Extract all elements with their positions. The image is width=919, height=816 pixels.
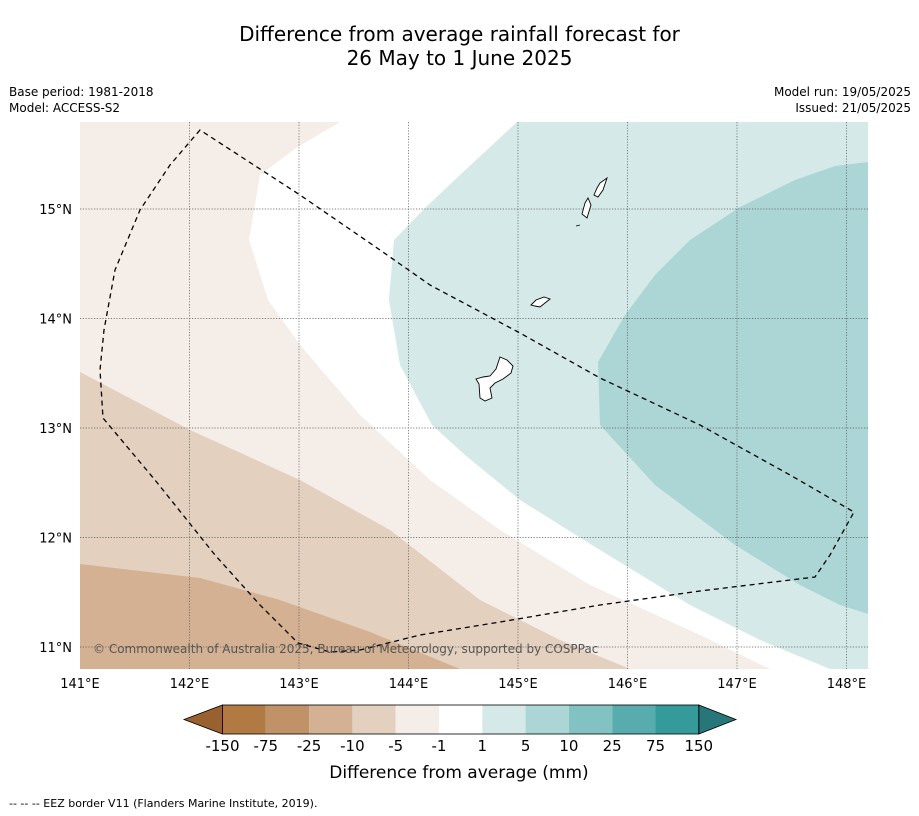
longitude-tick-label: 142°E <box>170 677 210 692</box>
band-minus-10-to-minus-25 <box>80 564 460 669</box>
colorbar-frame <box>222 704 700 735</box>
longitude-tick-label: 144°E <box>389 677 429 692</box>
colorbar-tick-label: 10 <box>559 737 578 755</box>
band-5-to-10 <box>598 162 868 614</box>
latitude-tick-label: 15°N <box>39 203 72 218</box>
colorbar <box>182 704 738 735</box>
longitude-tick-label: 145°E <box>498 677 538 692</box>
title-line-1: Difference from average rainfall forecas… <box>239 22 680 46</box>
colorbar-swatch <box>309 705 353 734</box>
model-text: Model: ACCESS-S2 <box>9 101 121 115</box>
colorbar-tick-label: -10 <box>340 737 365 755</box>
colorbar-tick-label: 1 <box>478 737 488 755</box>
issued-text: Issued: 21/05/2025 <box>795 101 911 115</box>
colorbar-swatch <box>439 705 483 734</box>
eez-border <box>99 129 855 653</box>
longitude-tick-label: 143°E <box>279 677 319 692</box>
colorbar-tick-label: 150 <box>684 737 713 755</box>
metadata-left: Base period: 1981-2018 Model: ACCESS-S2 <box>9 84 154 116</box>
colorbar-tick-label: -150 <box>205 737 239 755</box>
longitude-tick-label: 141°E <box>60 677 100 692</box>
longitude-tick-label: 146°E <box>608 677 648 692</box>
latitude-tick-label: 14°N <box>39 313 72 328</box>
map-area: © Commonwealth of Australia 2025, Bureau… <box>80 122 868 669</box>
colorbar-swatch <box>612 705 656 734</box>
model-run-text: Model run: 19/05/2025 <box>773 85 911 99</box>
colorbar-swatch <box>525 705 569 734</box>
colorbar-tick-label: -5 <box>388 737 403 755</box>
chart-title: Difference from average rainfall forecas… <box>0 22 919 70</box>
colorbar-extend-high <box>698 704 738 735</box>
colorbar-swatch <box>655 705 699 734</box>
metadata-right: Model run: 19/05/2025 Issued: 21/05/2025 <box>774 84 911 116</box>
colorbar-tick-label: -1 <box>432 737 447 755</box>
colorbar-swatch <box>265 705 310 734</box>
eez-footnote: -- -- -- EEZ border V11 (Flanders Marine… <box>9 797 318 810</box>
aguijan-island-outline <box>575 224 581 227</box>
longitude-labels: 141°E 142°E 143°E 144°E 145°E 146°E 147°E 148°E <box>60 677 866 692</box>
base-period-text: Base period: 1981-2018 <box>9 85 154 99</box>
colorbar-tick-labels: -150 -75 -25 -10 -5 -1 1 5 10 25 75 150 <box>205 737 713 755</box>
latitude-tick-label: 12°N <box>39 532 72 547</box>
colorbar-tick-label: 75 <box>646 737 665 755</box>
colorbar-swatch <box>482 705 526 734</box>
guam-island-outline <box>475 356 514 402</box>
copyright-text: © Commonwealth of Australia 2025, Bureau… <box>93 642 598 656</box>
latitude-tick-label: 11°N <box>39 641 72 656</box>
colorbar-swatch <box>395 705 439 734</box>
colorbar-tick-label: 5 <box>521 737 531 755</box>
colorbar-tick-label: -25 <box>297 737 322 755</box>
longitude-tick-label: 147°E <box>717 677 757 692</box>
saipan-island-outline <box>593 176 608 198</box>
longitude-tick-label: 148°E <box>827 677 867 692</box>
colorbar-tick-label: -75 <box>254 737 279 755</box>
latitude-labels: 15°N 14°N 13°N 12°N 11°N <box>39 203 72 656</box>
colorbar-tick-label: 25 <box>603 737 622 755</box>
colorbar-swatch <box>568 705 613 734</box>
rota-island-outline <box>530 296 551 308</box>
tinian-island-outline <box>581 197 592 219</box>
colorbar-label: Difference from average (mm) <box>329 763 588 783</box>
latitude-tick-label: 13°N <box>39 422 72 437</box>
colorbar-swatch <box>222 705 266 734</box>
colorbar-extend-low <box>182 704 223 735</box>
colorbar-swatch <box>352 705 396 734</box>
title-line-2: 26 May to 1 June 2025 <box>346 46 573 70</box>
